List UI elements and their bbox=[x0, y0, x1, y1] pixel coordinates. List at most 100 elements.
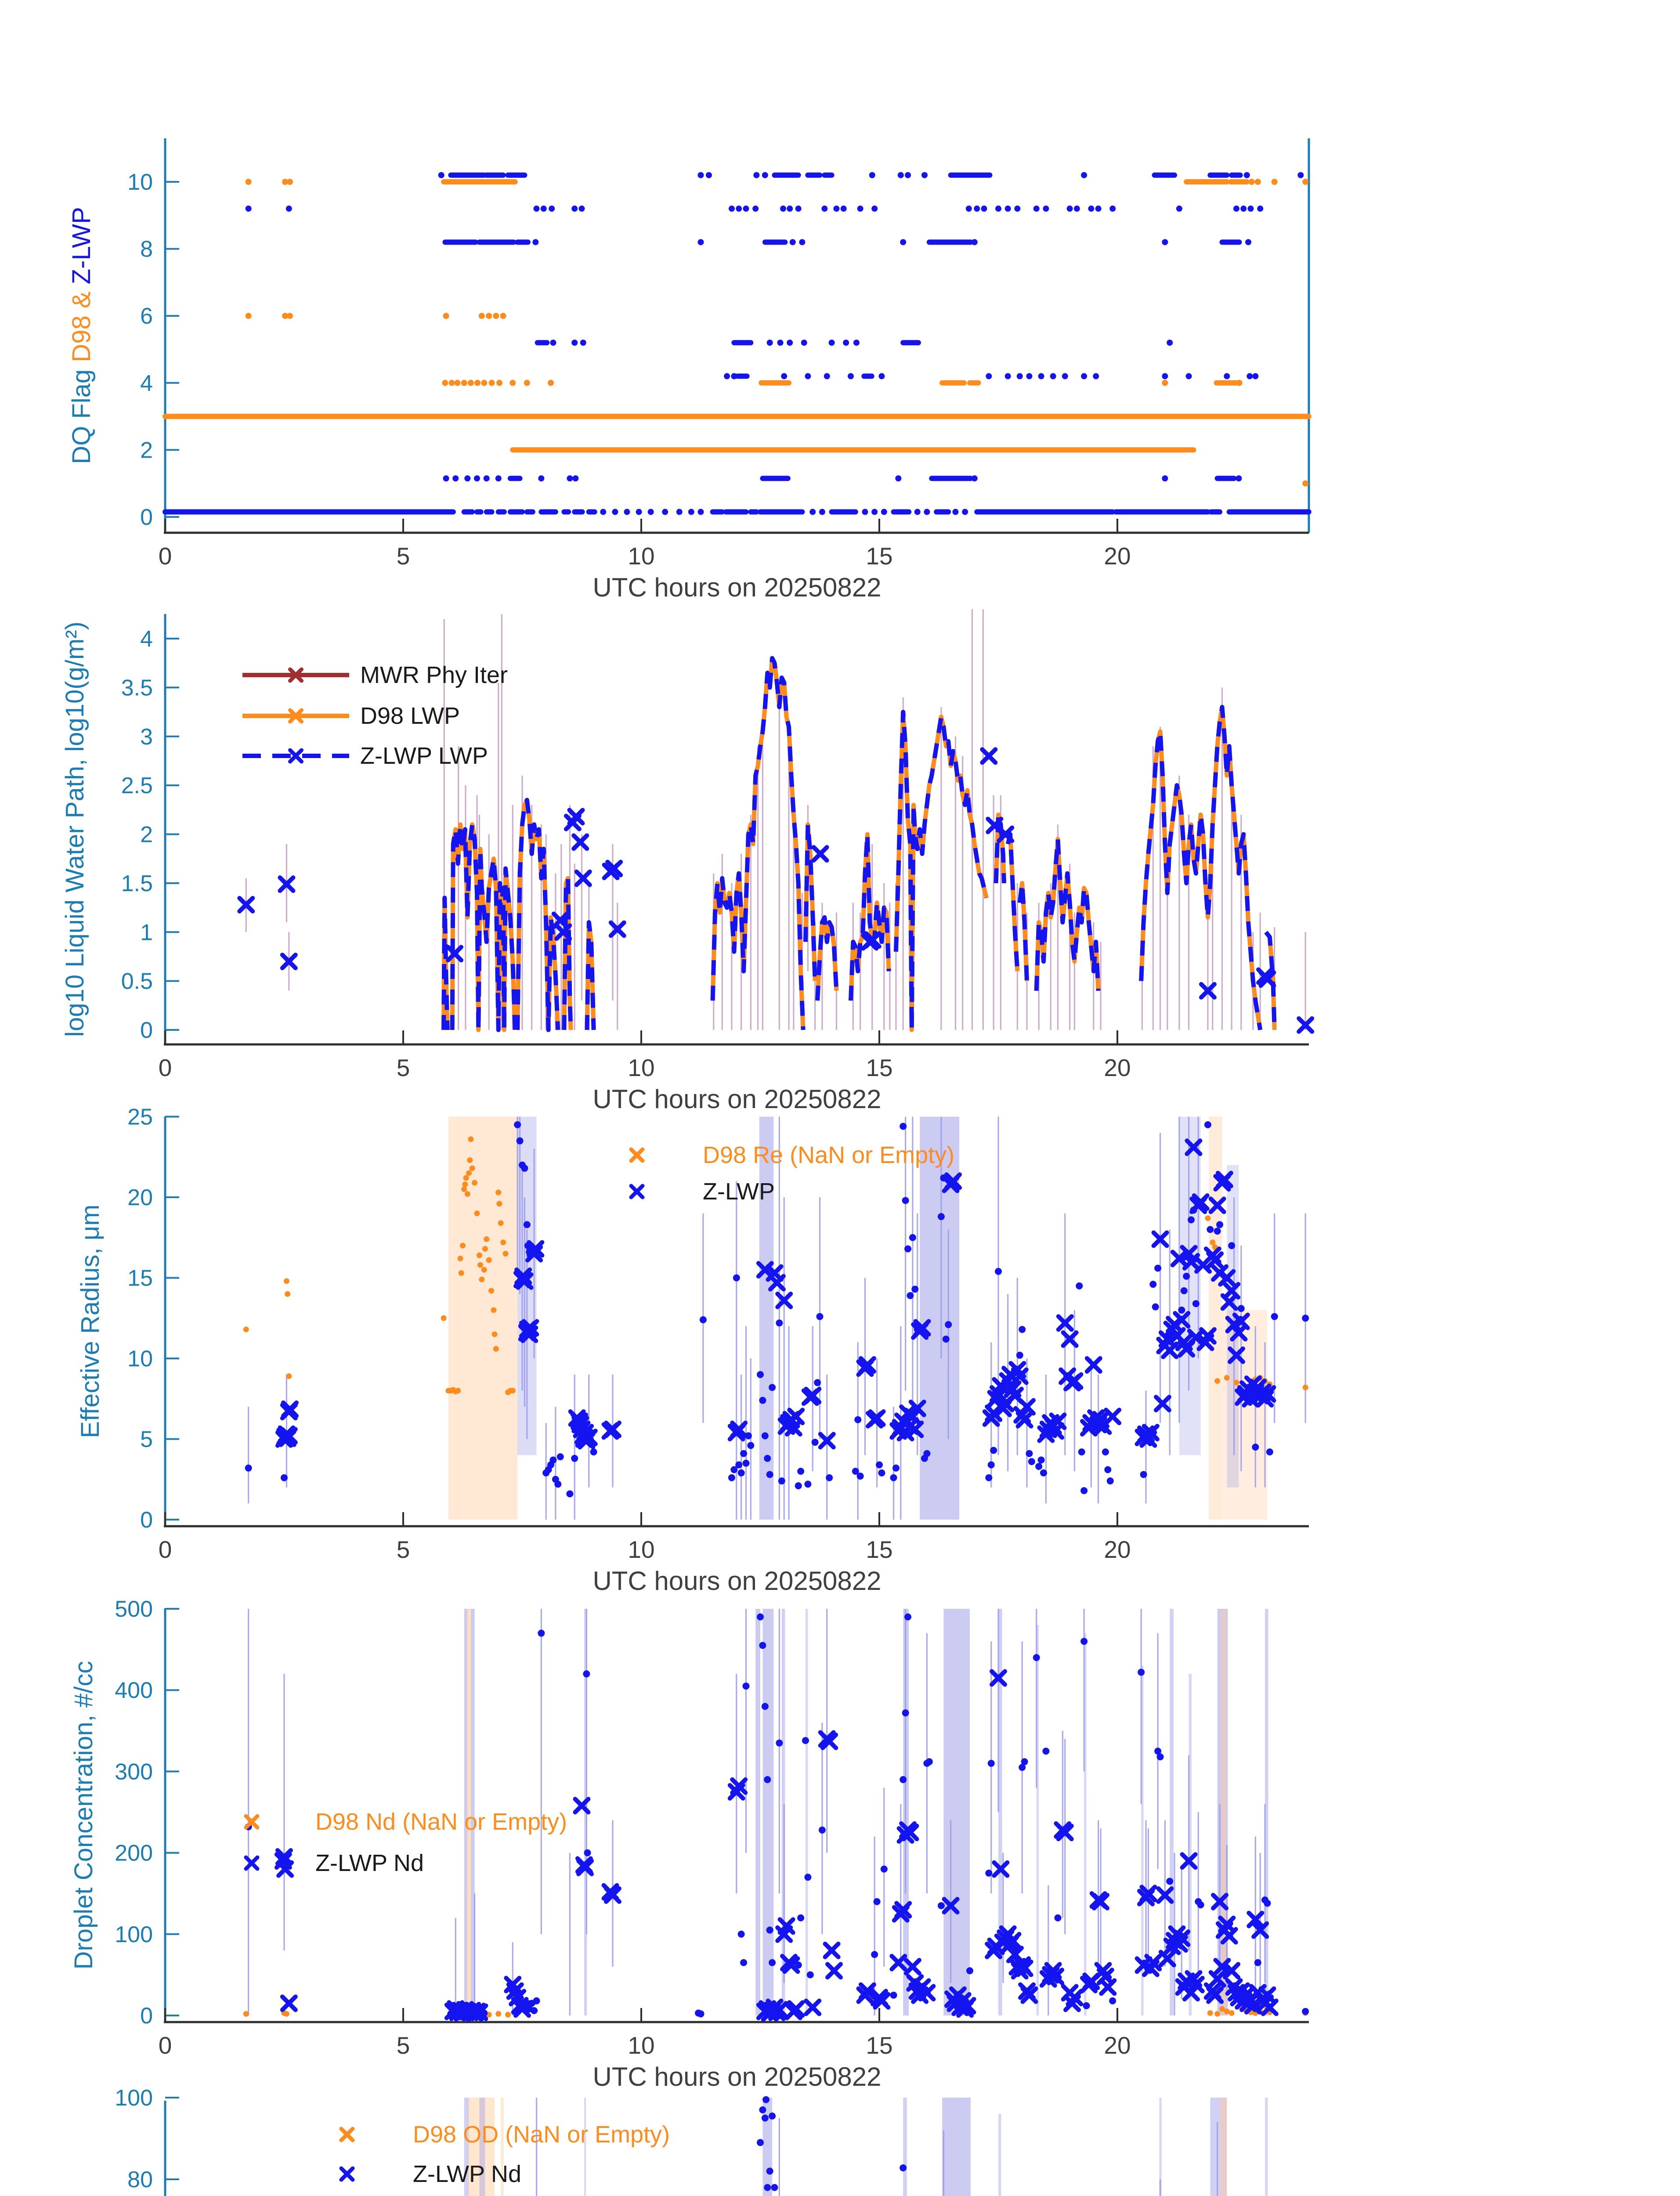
blue-dot bbox=[1076, 1282, 1083, 1289]
y-tick-label: 4 bbox=[140, 626, 153, 652]
blue-dot bbox=[795, 1482, 802, 1489]
error-band bbox=[1141, 1665, 1144, 2015]
blue-dot bbox=[990, 1447, 997, 1454]
orange-point bbox=[491, 1331, 498, 1337]
flag-point bbox=[245, 179, 252, 185]
y-tick-label: 20 bbox=[127, 1185, 153, 1210]
orange-point bbox=[467, 1157, 473, 1163]
orange-point bbox=[461, 1186, 467, 1192]
orange-point bbox=[491, 1307, 497, 1313]
error-band bbox=[1222, 1310, 1268, 1520]
y-tick-label: 300 bbox=[115, 1759, 153, 1784]
flag-point bbox=[448, 379, 455, 386]
orange-point bbox=[495, 2011, 502, 2017]
error-band bbox=[998, 1609, 1002, 2015]
blue-dot bbox=[766, 1471, 773, 1478]
flag-point bbox=[781, 373, 788, 379]
x-marker bbox=[1158, 1950, 1176, 1968]
x-marker bbox=[1084, 1356, 1102, 1374]
blue-dot bbox=[776, 1319, 783, 1327]
x-marker bbox=[281, 1400, 299, 1418]
x-marker bbox=[1151, 1230, 1169, 1248]
flag-point bbox=[1243, 172, 1250, 178]
blue-dot bbox=[1302, 2008, 1309, 2015]
y-tick-label: 2 bbox=[140, 822, 153, 848]
x-marker bbox=[804, 1998, 822, 2016]
error-band bbox=[1220, 2098, 1227, 2196]
flag-point bbox=[467, 379, 474, 386]
x-marker bbox=[567, 808, 585, 826]
x-marker bbox=[1223, 1282, 1241, 1300]
orange-point bbox=[486, 1257, 492, 1263]
orange-point bbox=[476, 1252, 482, 1258]
blue-dot bbox=[281, 1474, 288, 1481]
flag-point bbox=[878, 373, 885, 379]
blue-dot bbox=[1080, 1487, 1088, 1494]
blue-dot bbox=[995, 1268, 1002, 1275]
flag-point bbox=[486, 313, 492, 319]
error-band bbox=[762, 1609, 774, 2015]
blue-dot bbox=[1156, 1753, 1164, 1761]
flag-point bbox=[897, 172, 904, 178]
x-marker bbox=[1218, 1269, 1236, 1287]
blue-dot bbox=[737, 1469, 745, 1477]
orange-point bbox=[1224, 1375, 1230, 1381]
x-marker bbox=[868, 1409, 886, 1427]
x-marker bbox=[573, 1797, 591, 1815]
flag-point bbox=[724, 373, 730, 379]
legend-label: Z-LWP Nd bbox=[413, 2161, 521, 2187]
blue-dot bbox=[764, 1776, 771, 1783]
flag-point bbox=[550, 340, 556, 346]
blue-dot bbox=[761, 1703, 769, 1710]
flag-point bbox=[287, 313, 293, 319]
panel-dq-flag: 0 2 4 6 8 10 0 5 10 15 20 UTC hours on 20250822 DQ F… bbox=[67, 138, 1311, 602]
x-marker bbox=[1199, 1327, 1217, 1345]
blue-dot bbox=[1037, 1456, 1045, 1464]
flag-point bbox=[971, 239, 978, 246]
blue-dot bbox=[757, 2139, 764, 2146]
x-marker bbox=[629, 1184, 645, 1199]
blue-dot bbox=[904, 1245, 912, 1253]
x-tick-label: 15 bbox=[866, 2032, 892, 2059]
x-marker bbox=[730, 1777, 748, 1795]
x-marker bbox=[1211, 1893, 1229, 1911]
orange-point bbox=[1224, 2008, 1230, 2015]
flag-point bbox=[697, 172, 704, 178]
flag-point bbox=[1240, 206, 1247, 212]
y-tick-label: 0 bbox=[140, 1507, 153, 1533]
x-marker bbox=[1206, 1986, 1224, 2004]
x-tick-label: 0 bbox=[159, 542, 172, 570]
x-marker bbox=[906, 1420, 924, 1438]
blue-dot bbox=[1264, 1900, 1271, 1907]
flag-point bbox=[881, 509, 887, 515]
x-marker bbox=[1215, 1170, 1233, 1188]
x-axis-label: UTC hours on 20250822 bbox=[593, 2062, 881, 2091]
x-marker bbox=[894, 1901, 912, 1919]
x-marker bbox=[1228, 1346, 1245, 1364]
y-tick-label: 100 bbox=[115, 1922, 153, 1947]
flag-point bbox=[1026, 373, 1033, 379]
flag-point bbox=[578, 206, 585, 212]
x-marker bbox=[244, 1814, 260, 1830]
x-marker bbox=[278, 875, 296, 893]
flag-point bbox=[509, 379, 516, 386]
blue-dot bbox=[1054, 1914, 1062, 1922]
blue-dot bbox=[1166, 1878, 1174, 1885]
flag-point bbox=[833, 206, 840, 212]
blue-dot bbox=[697, 2010, 705, 2018]
y-tick-label: 1.5 bbox=[121, 871, 153, 896]
error-band bbox=[1265, 2098, 1268, 2196]
flag-point bbox=[895, 475, 902, 482]
x-marker bbox=[276, 1860, 294, 1878]
blue-dot bbox=[904, 1613, 912, 1621]
y-tick-label: 400 bbox=[115, 1678, 153, 1703]
flag-point bbox=[500, 313, 506, 319]
flag-point bbox=[853, 340, 860, 346]
orange-point bbox=[1205, 1215, 1211, 1221]
blue-dot bbox=[985, 1869, 993, 1877]
flag-point bbox=[1014, 206, 1021, 212]
flag-point bbox=[454, 379, 461, 386]
y-tick-label: 3 bbox=[140, 724, 153, 750]
x-marker bbox=[782, 1956, 800, 1974]
blue-dot bbox=[900, 1123, 907, 1130]
